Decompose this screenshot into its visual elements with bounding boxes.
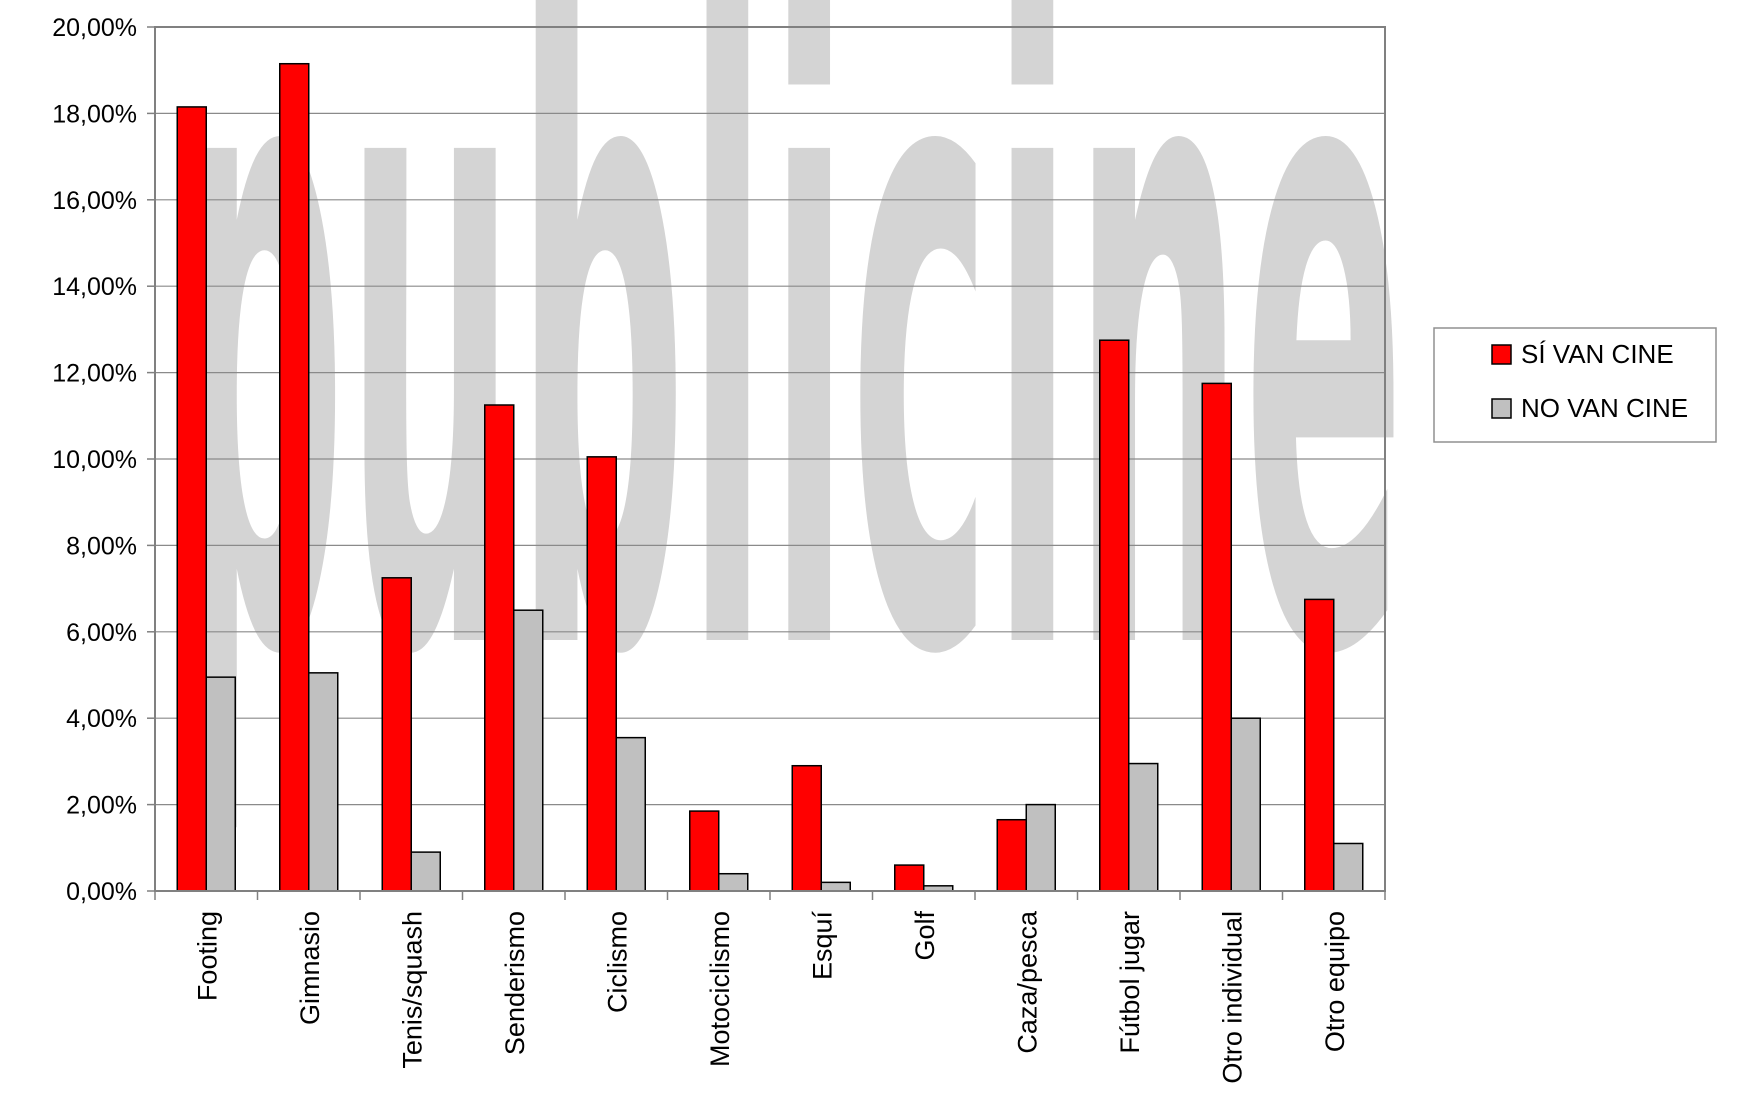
bar-no-van-cine-1 [308, 672, 339, 892]
y-tick-label: 2,00% [66, 792, 137, 820]
legend-box [1433, 327, 1717, 443]
x-axis [154, 891, 1386, 900]
bar-no-van-cine-3 [513, 609, 544, 892]
category-label: Gimnasio [295, 911, 325, 1025]
bar-si-van-cine-11 [1304, 598, 1335, 892]
bar-no-van-cine-9 [1128, 762, 1159, 892]
bar-si-van-cine-1 [279, 62, 310, 892]
bar-si-van-cine-3 [484, 404, 515, 892]
legend-label-no: NO VAN CINE [1521, 393, 1688, 423]
legend-swatch-no [1491, 398, 1512, 419]
category-label: Esquí [807, 911, 837, 981]
category-label: Fútbol jugar [1115, 911, 1145, 1054]
bar-no-van-cine-6 [820, 881, 851, 892]
y-tick-label: 8,00% [66, 532, 137, 560]
bar-no-van-cine-5 [718, 872, 749, 892]
bar-si-van-cine-7 [894, 864, 925, 892]
y-axis-ticks: 0,00% 2,00% 4,00% 6,00% 8,00% 10,00% 12,00% 14,… [52, 14, 155, 906]
category-label: Otro individual [1217, 911, 1247, 1084]
watermark: publicine [175, 0, 1405, 853]
category-label: Senderismo [500, 911, 530, 1055]
category-label: Footing [192, 911, 222, 1001]
watermark-text: publicine [175, 0, 1405, 853]
category-label: Caza/pesca [1012, 910, 1042, 1054]
legend-label-si: SÍ VAN CINE [1521, 339, 1674, 369]
y-tick-label: 12,00% [52, 360, 137, 388]
y-tick-label: 10,00% [52, 446, 137, 474]
bar-si-van-cine-4 [586, 456, 617, 892]
y-tick-label: 18,00% [52, 100, 137, 128]
bar-no-van-cine-2 [410, 851, 441, 892]
bar-no-van-cine-4 [615, 736, 646, 892]
legend-swatch-si [1491, 344, 1512, 365]
bar-no-van-cine-8 [1025, 803, 1056, 892]
y-tick-label: 20,00% [52, 14, 137, 42]
bar-si-van-cine-6 [791, 764, 822, 892]
category-label: Golf [910, 911, 940, 961]
y-tick-label: 16,00% [52, 187, 137, 215]
category-label: Ciclismo [602, 911, 632, 1013]
y-tick-label: 6,00% [66, 619, 137, 647]
bar-si-van-cine-9 [1099, 339, 1130, 892]
gridlines [155, 112, 1385, 806]
bar-si-van-cine-2 [381, 577, 412, 892]
category-label: Tenis/squash [397, 911, 427, 1069]
bar-si-van-cine-0 [176, 106, 207, 892]
category-labels: Footing Gimnasio Tenis/squash Senderismo Cic… [192, 910, 1350, 1084]
bar-si-van-cine-8 [996, 818, 1027, 892]
bar-si-van-cine-5 [689, 810, 720, 892]
legend: SÍ VAN CINE NO VAN CINE [1433, 327, 1717, 443]
bars [176, 62, 1364, 892]
category-label: Otro equipo [1320, 911, 1350, 1052]
bar-si-van-cine-10 [1201, 382, 1232, 892]
bar-no-van-cine-11 [1333, 842, 1364, 892]
bar-no-van-cine-0 [205, 676, 236, 892]
category-label: Motociclismo [705, 911, 735, 1067]
y-tick-label: 0,00% [66, 878, 137, 906]
y-tick-label: 4,00% [66, 705, 137, 733]
y-tick-label: 14,00% [52, 273, 137, 301]
bar-no-van-cine-10 [1230, 717, 1261, 892]
